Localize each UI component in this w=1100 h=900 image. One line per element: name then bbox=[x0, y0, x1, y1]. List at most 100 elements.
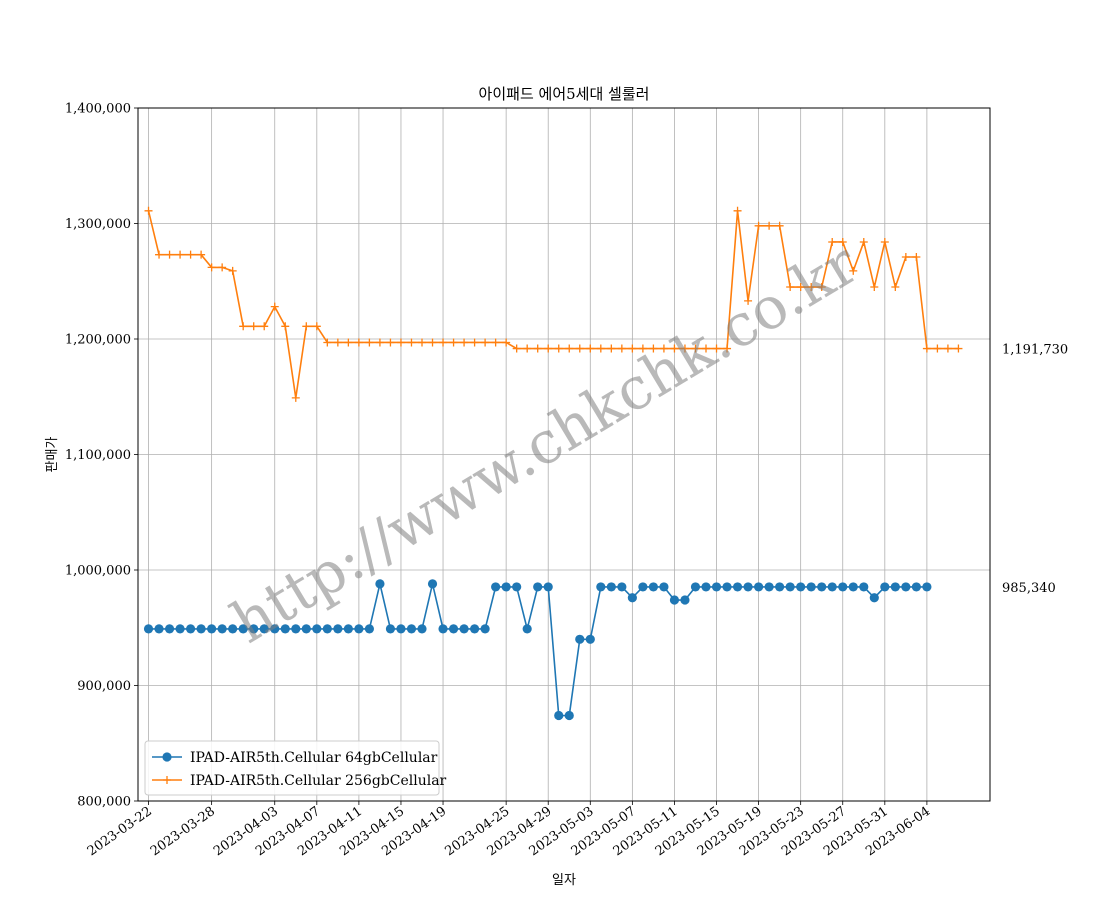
data-point bbox=[491, 338, 500, 347]
y-axis-label: 판매가 bbox=[45, 437, 60, 473]
data-point bbox=[733, 206, 742, 215]
data-point bbox=[649, 344, 658, 353]
data-point bbox=[732, 582, 743, 592]
data-point bbox=[154, 624, 164, 634]
data-point bbox=[785, 582, 795, 592]
data-point bbox=[775, 221, 784, 230]
data-point bbox=[175, 624, 185, 634]
data-point bbox=[460, 338, 469, 347]
data-point bbox=[523, 344, 532, 353]
data-point bbox=[544, 344, 553, 353]
y-tick-label: 900,000 bbox=[77, 679, 131, 694]
data-point bbox=[691, 344, 700, 353]
data-point bbox=[764, 582, 774, 592]
data-point bbox=[690, 582, 701, 592]
data-point bbox=[302, 322, 311, 331]
data-point bbox=[406, 624, 417, 634]
data-point bbox=[596, 582, 606, 592]
end-value-labels: 985,340 1,191,730 bbox=[1002, 343, 1068, 596]
data-point bbox=[617, 582, 627, 592]
data-point bbox=[859, 582, 869, 592]
data-point bbox=[239, 322, 248, 331]
data-point bbox=[259, 624, 269, 634]
data-point bbox=[291, 393, 300, 402]
data-point bbox=[901, 582, 911, 592]
data-point bbox=[638, 582, 648, 592]
data-point bbox=[648, 582, 659, 592]
data-point bbox=[638, 344, 647, 353]
data-point bbox=[396, 338, 405, 347]
data-point bbox=[533, 344, 542, 353]
data-point bbox=[354, 624, 364, 634]
data-point bbox=[144, 206, 153, 215]
data-point bbox=[196, 624, 206, 634]
data-point bbox=[585, 634, 595, 644]
data-point bbox=[470, 338, 479, 347]
legend-box bbox=[144, 740, 440, 796]
data-point bbox=[333, 338, 342, 347]
legend: IPAD-AIR5th.Cellular 64gbCellular IPAD-AI… bbox=[144, 740, 447, 796]
data-point bbox=[849, 266, 858, 275]
end-value-label: 985,340 bbox=[1002, 581, 1056, 596]
data-point bbox=[575, 634, 585, 644]
data-point bbox=[680, 344, 689, 353]
data-point bbox=[575, 344, 584, 353]
data-point bbox=[448, 624, 459, 634]
data-point bbox=[596, 344, 605, 353]
data-point bbox=[606, 582, 616, 592]
y-tick-label: 800,000 bbox=[77, 795, 131, 810]
data-point bbox=[669, 595, 680, 605]
data-point bbox=[249, 322, 258, 331]
data-point bbox=[806, 582, 816, 592]
data-point bbox=[838, 582, 848, 592]
end-value-label: 1,191,730 bbox=[1002, 343, 1068, 358]
y-tick-label: 1,400,000 bbox=[65, 102, 131, 117]
data-point bbox=[449, 338, 458, 347]
data-point bbox=[228, 624, 238, 634]
data-point bbox=[828, 237, 837, 246]
data-point bbox=[312, 322, 321, 331]
data-point bbox=[554, 710, 564, 721]
data-point bbox=[238, 624, 248, 634]
data-point bbox=[912, 252, 921, 261]
data-point bbox=[670, 344, 679, 353]
data-point bbox=[817, 582, 827, 592]
data-point bbox=[880, 237, 889, 246]
data-point bbox=[427, 579, 438, 589]
data-point bbox=[186, 250, 195, 259]
data-point bbox=[743, 582, 753, 592]
data-point bbox=[659, 344, 668, 353]
legend-marker bbox=[162, 752, 172, 762]
data-point bbox=[627, 593, 637, 603]
y-tick-label: 1,200,000 bbox=[65, 333, 131, 348]
y-tick-label: 1,100,000 bbox=[65, 448, 131, 463]
x-axis-label: 일자 bbox=[552, 873, 576, 888]
legend-marker bbox=[163, 776, 171, 784]
data-point bbox=[722, 582, 732, 592]
data-point bbox=[512, 344, 521, 353]
data-point bbox=[543, 582, 553, 592]
data-point bbox=[702, 344, 710, 353]
data-point bbox=[228, 266, 237, 275]
data-point bbox=[859, 237, 868, 246]
data-point bbox=[375, 579, 385, 589]
data-point bbox=[312, 624, 322, 634]
data-point bbox=[554, 344, 563, 353]
data-point bbox=[827, 582, 837, 592]
y-tick-label: 1,000,000 bbox=[65, 564, 131, 579]
data-point bbox=[817, 283, 826, 292]
data-point bbox=[533, 582, 543, 592]
data-point bbox=[375, 338, 384, 347]
data-point bbox=[165, 250, 174, 259]
data-point bbox=[428, 338, 437, 347]
legend-label: IPAD-AIR5th.Cellular 256gbCellular bbox=[190, 773, 447, 789]
data-point bbox=[712, 344, 721, 353]
data-point bbox=[333, 624, 343, 634]
data-point bbox=[260, 322, 269, 331]
data-point bbox=[680, 595, 690, 605]
data-point bbox=[469, 624, 480, 634]
data-point bbox=[396, 624, 406, 634]
chart-title: 아이패드 에어5세대 셀룰러 bbox=[479, 85, 650, 103]
data-point bbox=[386, 338, 395, 347]
